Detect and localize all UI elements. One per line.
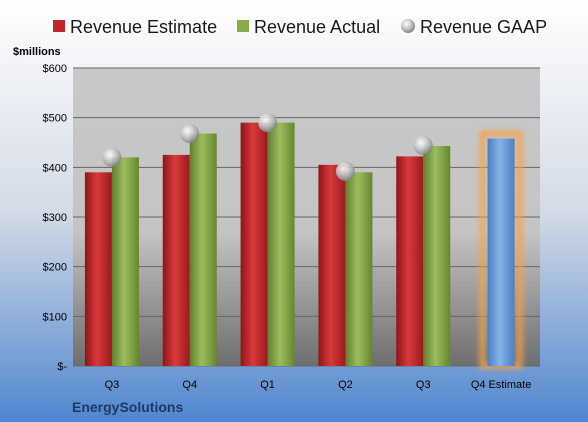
- legend-swatch-revenue-gaap: [401, 19, 415, 33]
- y-tick-label: $400: [43, 162, 67, 174]
- y-tick-label: $200: [43, 262, 67, 274]
- legend: Revenue Estimate Revenue Actual Revenue …: [53, 17, 547, 37]
- bar-series: [84, 122, 523, 369]
- marker-revenue-gaap-q1: [258, 113, 278, 133]
- gaap-markers: [102, 113, 433, 181]
- legend-label-revenue-gaap: Revenue GAAP: [420, 17, 547, 37]
- bar-q4-estimate: [487, 138, 515, 366]
- y-tick-label: $300: [43, 212, 67, 224]
- y-tick-label: $500: [43, 113, 67, 125]
- bar-revenue-estimate-q1: [240, 122, 268, 366]
- marker-revenue-gaap-q3: [102, 147, 122, 167]
- marker-revenue-gaap-q4: [180, 124, 200, 144]
- y-axis: $- $100 $200 $300 $400 $500 $600: [43, 63, 68, 373]
- y-tick-label: $-: [57, 361, 67, 373]
- bar-revenue-actual-q4: [189, 133, 217, 366]
- bar-revenue-estimate-q3: [84, 172, 112, 366]
- y-tick-label: $600: [43, 63, 67, 75]
- bar-revenue-actual-q3: [423, 145, 451, 366]
- legend-swatch-revenue-actual: [237, 20, 249, 32]
- x-tick-label: Q3: [105, 379, 120, 391]
- unit-label: $millions: [13, 46, 61, 58]
- legend-label-revenue-actual: Revenue Actual: [254, 17, 380, 37]
- bar-revenue-estimate-q3: [396, 156, 424, 366]
- x-tick-label: Q1: [260, 379, 275, 391]
- bar-revenue-estimate-q4: [162, 154, 190, 366]
- gridlines: [73, 67, 540, 367]
- bar-revenue-estimate-q2: [318, 164, 346, 366]
- bar-revenue-actual-q3: [111, 157, 139, 366]
- x-tick-label: Q3: [416, 379, 431, 391]
- x-axis: Q3 Q4 Q1 Q2 Q3 Q4 Estimate: [105, 379, 532, 391]
- x-tick-label: Q4 Estimate: [471, 379, 532, 391]
- bar-revenue-actual-q2: [345, 172, 373, 366]
- x-tick-label: Q2: [338, 379, 353, 391]
- legend-label-revenue-estimate: Revenue Estimate: [70, 17, 217, 37]
- x-tick-label: Q4: [182, 379, 197, 391]
- y-tick-label: $100: [43, 311, 67, 323]
- legend-swatch-revenue-estimate: [53, 20, 65, 32]
- marker-revenue-gaap-q2: [335, 161, 355, 181]
- marker-revenue-gaap-q3: [413, 135, 433, 155]
- company-name: EnergySolutions: [72, 399, 183, 415]
- bar-revenue-actual-q1: [267, 122, 295, 366]
